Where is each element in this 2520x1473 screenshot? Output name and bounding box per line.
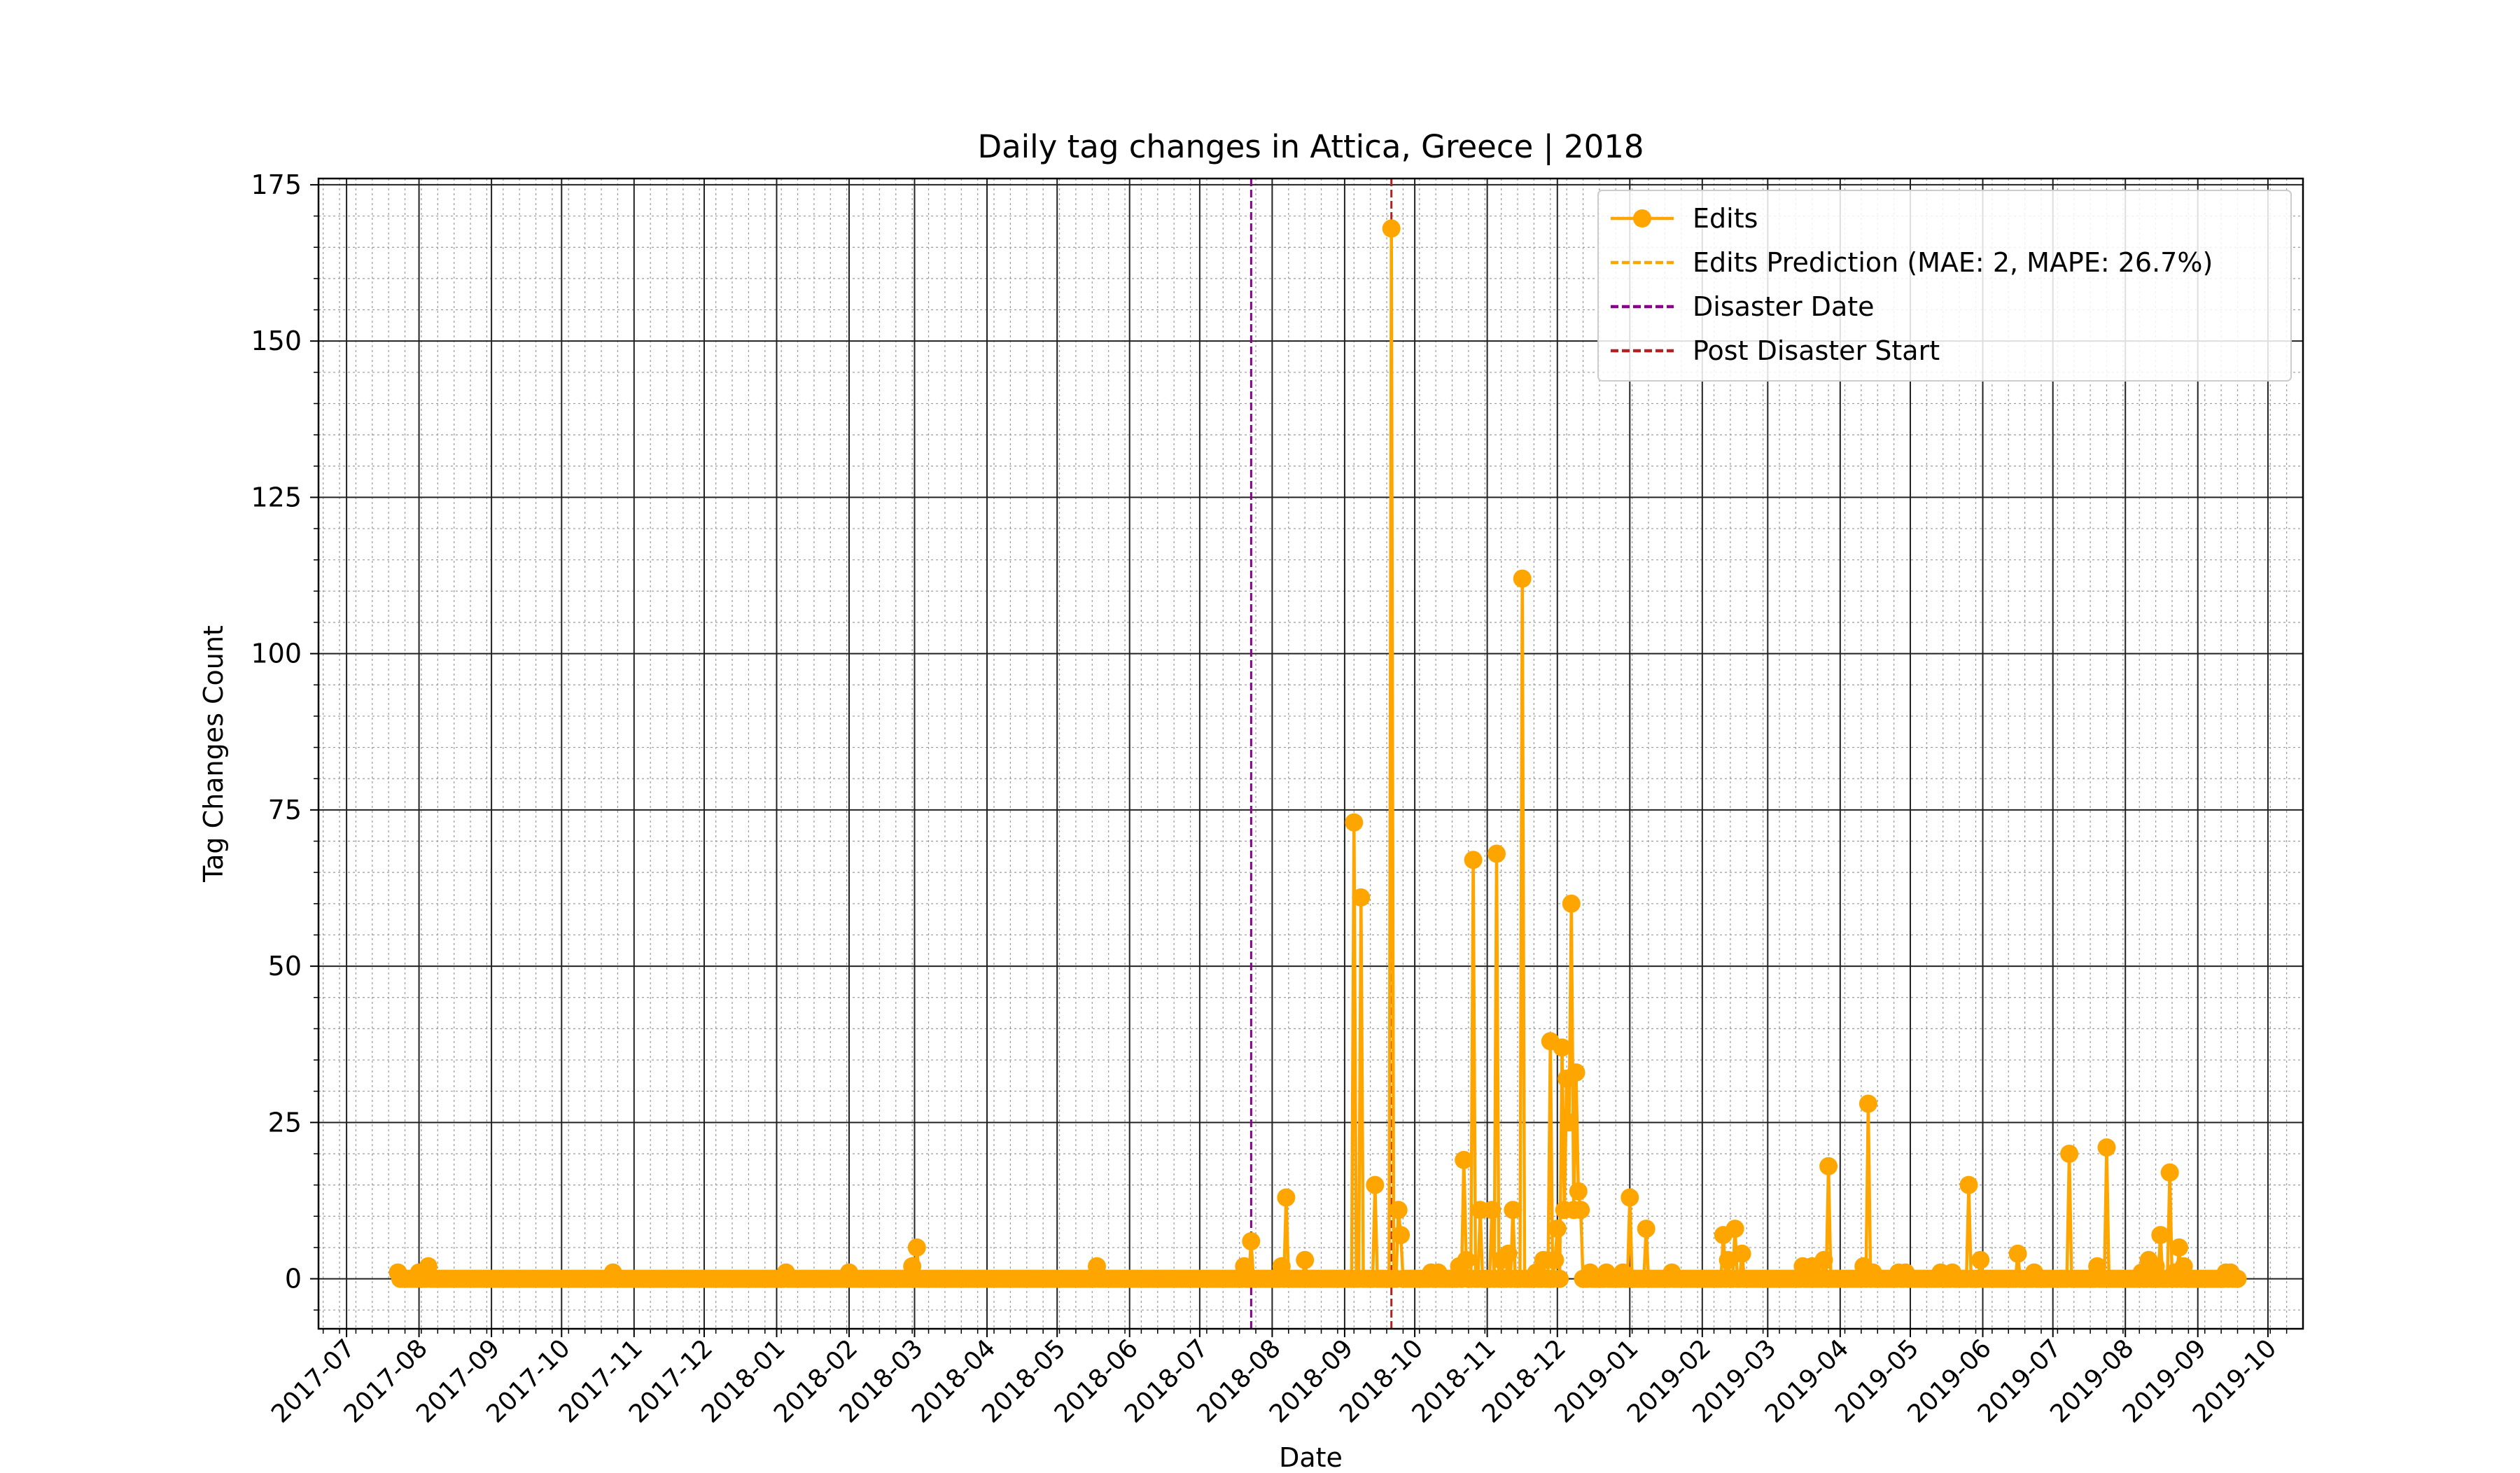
edits-point xyxy=(1718,1250,1737,1269)
edits-point xyxy=(907,1238,926,1257)
legend-label: Post Disaster Start xyxy=(1693,335,1940,366)
edits-point xyxy=(2170,1238,2188,1257)
edits-point xyxy=(2008,1244,2027,1263)
y-tick-label: 75 xyxy=(268,795,302,825)
y-tick-label: 50 xyxy=(268,951,302,982)
edits-point xyxy=(1620,1188,1639,1207)
edits-point xyxy=(2060,1145,2079,1163)
edits-point xyxy=(1504,1201,1522,1220)
edits-point xyxy=(1513,569,1532,588)
y-tick-label: 125 xyxy=(251,482,302,512)
edits-point xyxy=(2160,1163,2179,1182)
edits-point xyxy=(1637,1220,1656,1238)
edits-point xyxy=(1382,219,1401,238)
legend-marker xyxy=(1633,209,1651,228)
edits-point xyxy=(1572,1201,1590,1220)
edits-point xyxy=(1296,1250,1315,1269)
legend-label: Disaster Date xyxy=(1693,291,1875,322)
y-tick-label: 100 xyxy=(251,638,302,669)
edits-point xyxy=(1392,1226,1410,1245)
y-tick-label: 150 xyxy=(251,326,302,356)
edits-point xyxy=(1366,1175,1385,1194)
edits-point xyxy=(1352,888,1371,907)
y-tick-label: 0 xyxy=(285,1264,302,1294)
edits-point xyxy=(1546,1250,1564,1269)
chart-title: Daily tag changes in Attica, Greece | 20… xyxy=(977,128,1644,165)
edits-point xyxy=(1562,894,1581,913)
edits-point xyxy=(1971,1250,1990,1269)
edits-point xyxy=(1567,1063,1586,1082)
edits-point xyxy=(1499,1244,1518,1263)
edits-point xyxy=(1345,813,1364,832)
edits-point xyxy=(1277,1188,1296,1207)
edits-point xyxy=(1959,1175,1978,1194)
edits-point xyxy=(2151,1226,2170,1245)
legend-label: Edits xyxy=(1693,203,1758,234)
x-axis-label: Date xyxy=(1279,1442,1343,1470)
legend: Edits Edits Prediction (MAE: 2, MAPE: 26.… xyxy=(1597,190,2292,382)
edits-point xyxy=(1464,851,1483,870)
plot-area xyxy=(317,177,2304,1330)
edits-point xyxy=(1560,1113,1578,1132)
edits-point xyxy=(1858,1094,1877,1113)
edits-point xyxy=(1242,1232,1261,1250)
edits-point xyxy=(1569,1182,1588,1201)
legend-label: Edits Prediction (MAE: 2, MAPE: 26.7%) xyxy=(1693,247,2213,278)
edits-point xyxy=(2097,1138,2116,1157)
edits-point xyxy=(1488,844,1506,863)
edits-point xyxy=(1389,1201,1408,1220)
edits-point xyxy=(1455,1150,1474,1169)
edits-point xyxy=(1548,1220,1567,1238)
edits-point xyxy=(1457,1250,1476,1269)
edits-point xyxy=(1732,1244,1751,1263)
edits-point xyxy=(1483,1201,1502,1220)
edits-point xyxy=(1726,1220,1744,1238)
y-tick-label: 25 xyxy=(268,1107,302,1138)
y-tick-label: 175 xyxy=(251,169,302,200)
edits-point xyxy=(1550,1269,1569,1288)
edits-point xyxy=(2228,1269,2247,1288)
edits-point xyxy=(1819,1157,1838,1175)
y-axis-label: Tag Changes Count xyxy=(198,625,229,883)
edits-point xyxy=(1553,1038,1572,1057)
legend-frame xyxy=(1597,190,2292,382)
edits-point xyxy=(1814,1250,1833,1269)
